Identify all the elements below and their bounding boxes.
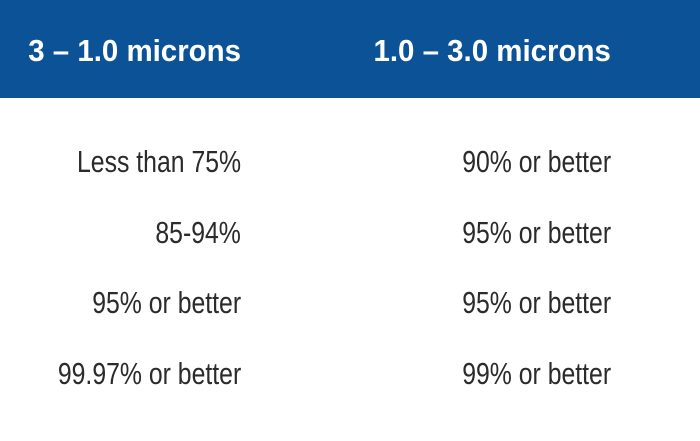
header-cell: 3 – 1.0 microns xyxy=(28,33,241,68)
table-cell: 85-94% xyxy=(155,215,241,250)
table-cell: 99.97% or better xyxy=(57,356,241,391)
header-cell: 1.0 – 3.0 microns xyxy=(373,33,611,68)
table-cell: 95% or better xyxy=(462,215,611,250)
table-cell: 95% or better xyxy=(462,285,611,320)
table-cell: Less than 75% xyxy=(76,144,241,179)
table-cell: 90% or better xyxy=(462,144,611,179)
table-cell: 99% or better xyxy=(462,356,611,391)
header-row xyxy=(0,0,700,98)
table-cell: 95% or better xyxy=(92,285,241,320)
